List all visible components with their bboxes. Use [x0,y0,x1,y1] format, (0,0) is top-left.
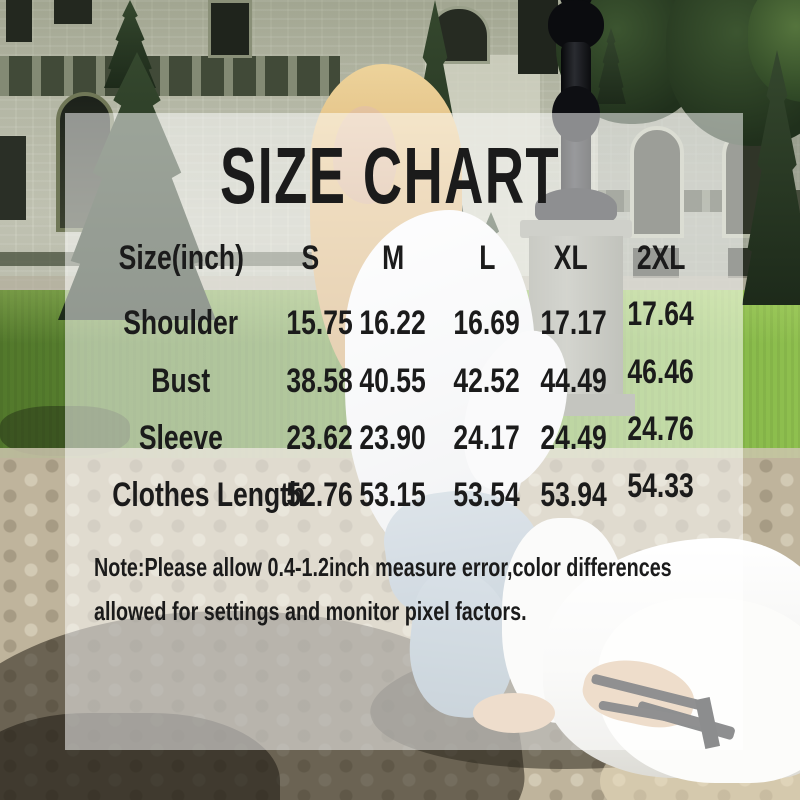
size-value: 23.90 [359,418,427,457]
size-value: 24.49 [540,418,607,457]
row-label: Clothes Length [112,475,306,514]
size-value: 42.52 [453,361,521,400]
size-value: 44.49 [540,361,607,400]
window [0,136,26,220]
size-value: 24.17 [453,418,521,457]
size-chart-content: SIZE CHART Size(inch) S M L XL 2XL Shoul… [65,113,743,750]
size-value: 17.17 [540,303,607,342]
size-value: 53.15 [359,475,427,514]
size-value: 17.64 [627,294,695,333]
table-row-bust: Bust 38.58 40.55 42.52 44.49 46.46 [85,352,711,401]
row-label: Shoulder [123,303,239,342]
note-line: Note:Please allow 0.4-1.2inch measure er… [94,552,672,582]
page-title: SIZE CHART [220,131,560,220]
window [208,0,252,58]
measurement-note: Note:Please allow 0.4-1.2inch measure er… [94,545,724,633]
size-value: 24.76 [627,409,695,448]
lamp-post-top [548,0,604,50]
column-header-s: S [301,238,319,277]
size-value: 52.76 [286,475,353,514]
size-value: 16.69 [453,303,521,342]
column-header-xl: XL [554,238,588,277]
table-row-shoulder: Shoulder 15.75 16.22 16.69 17.17 17.64 [85,294,711,343]
size-value: 40.55 [359,361,427,400]
row-label: Sleeve [138,418,224,457]
size-value: 15.75 [286,303,353,342]
table-row-sleeve: Sleeve 23.62 23.90 24.17 24.49 24.76 [85,409,711,458]
size-value: 16.22 [359,303,427,342]
size-value: 53.54 [453,475,521,514]
note-line: allowed for settings and monitor pixel f… [94,596,527,626]
size-value: 53.94 [540,475,607,514]
unit-label: Size(inch) [118,238,244,277]
size-value: 23.62 [286,418,353,457]
brick-frieze [0,56,340,96]
column-header-m: M [381,238,405,277]
column-header-2xl: 2XL [636,238,686,277]
window [54,0,92,24]
row-label: Bust [151,361,211,400]
size-value: 54.33 [627,466,695,505]
column-header-l: L [478,238,496,277]
window [6,0,32,42]
table-row-clothes-length: Clothes Length 52.76 53.15 53.54 53.94 5… [85,466,711,515]
size-value: 38.58 [286,361,353,400]
size-value: 46.46 [627,352,695,391]
translucent-panel [65,113,743,750]
table-header-row: Size(inch) S M L XL 2XL [85,238,711,278]
